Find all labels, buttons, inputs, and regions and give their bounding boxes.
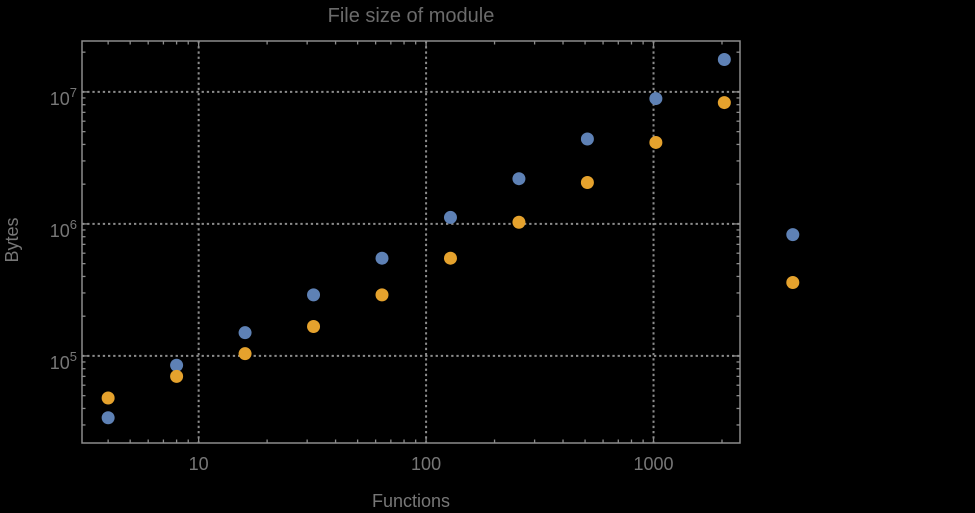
x-tick-label: 100 xyxy=(411,454,441,474)
data-point-orange-x8 xyxy=(170,369,184,383)
data-point-blue-x16 xyxy=(238,326,252,340)
data-point-orange-x4096 xyxy=(786,275,800,289)
data-point-blue-x64 xyxy=(375,251,389,265)
data-point-orange-x1024 xyxy=(649,135,663,149)
grid-layer xyxy=(82,41,740,443)
data-point-blue-x4 xyxy=(101,411,115,425)
x-tick-label: 10 xyxy=(189,454,209,474)
data-point-blue-x128 xyxy=(443,210,457,224)
data-point-blue-x4096 xyxy=(786,228,800,242)
data-point-blue-x512 xyxy=(580,132,594,146)
data-point-orange-x64 xyxy=(375,288,389,302)
x-axis-label: Functions xyxy=(371,491,451,511)
plot-frame xyxy=(81,40,741,444)
tick-label-layer: 10 100 1000 105 106 107 xyxy=(50,85,674,474)
y-axis-label: Bytes xyxy=(2,217,23,263)
y-tick-label: 106 xyxy=(50,217,77,241)
data-point-blue-x2048 xyxy=(717,52,731,66)
data-point-layer xyxy=(101,52,800,425)
data-point-orange-x128 xyxy=(443,251,457,265)
data-point-orange-x16 xyxy=(238,347,252,361)
tick-layer xyxy=(82,41,740,443)
y-tick-label: 107 xyxy=(50,85,77,109)
data-point-blue-x8 xyxy=(170,358,184,372)
x-tick-label: 1000 xyxy=(634,454,674,474)
data-point-orange-x512 xyxy=(580,175,594,189)
data-point-orange-x4 xyxy=(101,391,115,405)
data-point-orange-x256 xyxy=(512,215,526,229)
chart-title: File size of module xyxy=(327,5,495,27)
y-tick-label: 105 xyxy=(50,349,77,373)
data-point-orange-x32 xyxy=(307,320,321,334)
data-point-blue-x1024 xyxy=(649,92,663,106)
data-point-blue-x32 xyxy=(307,288,321,302)
frame-layer xyxy=(81,40,741,444)
data-point-blue-x256 xyxy=(512,172,526,186)
data-point-orange-x2048 xyxy=(717,96,731,110)
